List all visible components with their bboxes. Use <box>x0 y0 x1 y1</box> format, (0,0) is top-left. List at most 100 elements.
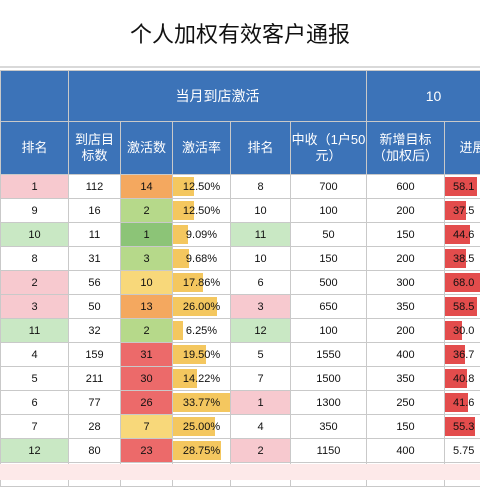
new-target-cell: 150 <box>367 223 445 247</box>
rank2-cell: 11 <box>231 223 291 247</box>
new-target-cell: 350 <box>367 367 445 391</box>
rank-cell: 4 <box>1 343 69 367</box>
new-target-cell: 200 <box>367 319 445 343</box>
target-cell: 31 <box>69 247 121 271</box>
activated-cell: 14 <box>121 175 173 199</box>
target-cell: 50 <box>69 295 121 319</box>
rate-cell: 19.50% <box>173 343 231 367</box>
income-cell: 1550 <box>291 343 367 367</box>
rank2-cell: 5 <box>231 343 291 367</box>
title-divider <box>0 66 480 68</box>
new-target-cell: 200 <box>367 247 445 271</box>
progress-text: 44.6 <box>453 229 474 241</box>
rate-cell: 33.77% <box>173 391 231 415</box>
col-header-new-target: 新增目标（加权后） <box>367 122 445 175</box>
rank2-cell: 4 <box>231 415 291 439</box>
progress-cell: 38.5 <box>445 247 480 271</box>
target-cell: 32 <box>69 319 121 343</box>
col-header-rank2: 排名 <box>231 122 291 175</box>
progress-cell: 58.5 <box>445 295 480 319</box>
target-cell: 77 <box>69 391 121 415</box>
rate-text: 6.25% <box>186 325 217 337</box>
progress-cell: 68.0 <box>445 271 480 295</box>
target-cell: 159 <box>69 343 121 367</box>
rate-text: 26.00% <box>183 301 220 313</box>
progress-text: 68.0 <box>453 277 474 289</box>
income-cell: 700 <box>291 175 367 199</box>
income-cell: 150 <box>291 247 367 271</box>
progress-cell: 36.7 <box>445 343 480 367</box>
progress-cell: 37.5 <box>445 199 480 223</box>
target-cell: 11 <box>69 223 121 247</box>
activated-cell: 23 <box>121 439 173 463</box>
rate-cell: 6.25% <box>173 319 231 343</box>
rate-cell: 25.00% <box>173 415 231 439</box>
progress-text: 37.5 <box>453 205 474 217</box>
rank2-cell: 6 <box>231 271 291 295</box>
rate-cell: 28.75% <box>173 439 231 463</box>
rate-cell: 9.09% <box>173 223 231 247</box>
income-cell: 100 <box>291 319 367 343</box>
rate-text: 25.00% <box>183 421 220 433</box>
rank-cell: 5 <box>1 367 69 391</box>
activated-cell: 7 <box>121 415 173 439</box>
progress-text: 5.75 <box>453 445 474 457</box>
col-header-activated: 激活数 <box>121 122 173 175</box>
new-target-cell: 400 <box>367 343 445 367</box>
activated-cell: 2 <box>121 199 173 223</box>
activated-cell: 10 <box>121 271 173 295</box>
rank2-cell: 8 <box>231 175 291 199</box>
col-header-income: 中收（1户50元） <box>291 122 367 175</box>
activated-cell: 13 <box>121 295 173 319</box>
rate-text: 9.09% <box>186 229 217 241</box>
rank2-cell: 10 <box>231 247 291 271</box>
progress-cell: 30.0 <box>445 319 480 343</box>
col-header-rank: 排名 <box>1 122 69 175</box>
rate-text: 9.68% <box>186 253 217 265</box>
rank-cell: 9 <box>1 199 69 223</box>
activated-cell: 30 <box>121 367 173 391</box>
rank2-cell: 1 <box>231 391 291 415</box>
activated-cell: 1 <box>121 223 173 247</box>
income-cell: 100 <box>291 199 367 223</box>
col-header-progress: 进展 <box>445 122 480 175</box>
progress-cell: 58.1 <box>445 175 480 199</box>
footnote-strip <box>0 464 480 480</box>
new-target-cell: 250 <box>367 391 445 415</box>
income-cell: 1500 <box>291 367 367 391</box>
rank2-cell: 12 <box>231 319 291 343</box>
rank-cell: 7 <box>1 415 69 439</box>
progress-text: 36.7 <box>453 349 474 361</box>
rate-text: 19.50% <box>183 349 220 361</box>
progress-cell: 41.6 <box>445 391 480 415</box>
rank-cell: 2 <box>1 271 69 295</box>
rate-cell: 14.22% <box>173 367 231 391</box>
new-target-cell: 150 <box>367 415 445 439</box>
progress-cell: 5.75 <box>445 439 480 463</box>
rank-cell: 12 <box>1 439 69 463</box>
rate-cell: 17.86% <box>173 271 231 295</box>
rank-cell: 1 <box>1 175 69 199</box>
rate-text: 28.75% <box>183 445 220 457</box>
rank2-cell: 3 <box>231 295 291 319</box>
col-header-rate: 激活率 <box>173 122 231 175</box>
rank2-cell: 2 <box>231 439 291 463</box>
progress-text: 58.1 <box>453 181 474 193</box>
income-cell: 650 <box>291 295 367 319</box>
progress-text: 40.8 <box>453 373 474 385</box>
rate-text: 12.50% <box>183 181 220 193</box>
income-cell: 1150 <box>291 439 367 463</box>
rate-text: 12.50% <box>183 205 220 217</box>
rank2-cell: 10 <box>231 199 291 223</box>
